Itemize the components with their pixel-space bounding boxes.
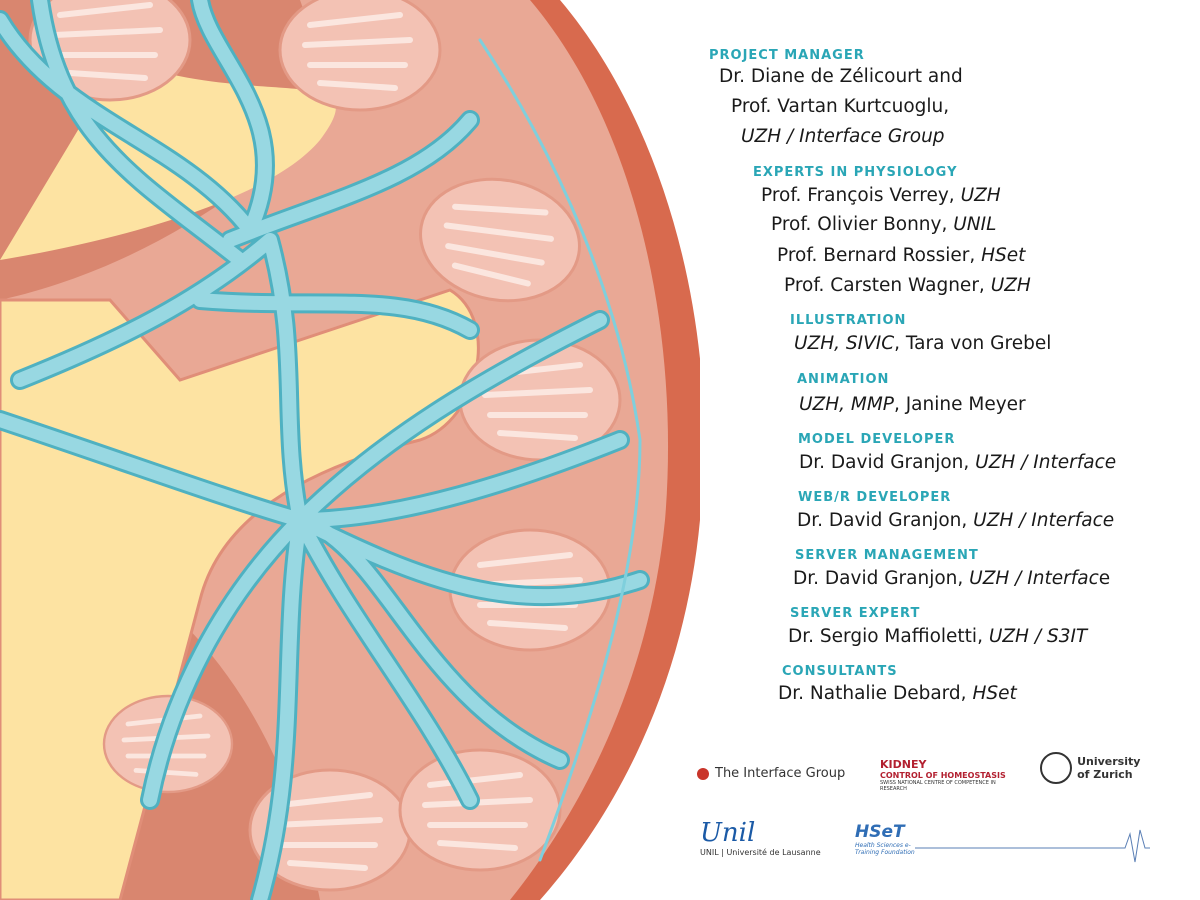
credit-text: UZH [990,275,1031,296]
logo-unil: Unil UNIL | Université de Lausanne [700,818,821,857]
credit-text: UZH / Interface [975,452,1117,473]
logo-text: Health Sciences e-Training Foundation [855,842,915,856]
credit-text: Dr. David Granjon, [799,452,976,473]
credit-text: UZH / S3IT [988,626,1088,647]
credit-text: , Tara von Grebel [894,333,1052,354]
credit-line: Dr. David Granjon, UZH / Interface [797,510,1114,531]
logo-text: University of Zurich [1077,755,1141,781]
logo-text: The Interface Group [715,766,846,781]
credit-text: Dr. David Granjon, [793,568,970,589]
logo-kidney: KIDNEY CONTROL OF HOMEOSTASIS SWISS NATI… [880,758,1006,792]
credit-line: Prof. Bernard Rossier, HSet [777,245,1025,266]
credit-text: UZH / Interfac [969,568,1099,589]
credit-line: UZH, MMP, Janine Meyer [799,394,1026,415]
credit-text: UZH [960,185,1001,206]
section-heading: SERVER MANAGEMENT [795,548,979,563]
credit-text: Dr. Nathalie Debard, [778,683,973,704]
credit-line: Prof. Vartan Kurtcuoglu, [731,96,949,117]
logo-text: KIDNEY [880,758,927,771]
credit-text: Prof. Vartan Kurtcuoglu, [731,96,950,117]
credit-line: UZH, SIVIC, Tara von Grebel [794,333,1051,354]
section-heading: PROJECT MANAGER [709,48,865,63]
logo-seal [1040,752,1072,784]
credit-line: Dr. David Granjon, UZH / Interface [793,568,1110,589]
logo-text: HSeT [855,822,905,842]
credit-line: UZH / Interface Group [741,126,945,147]
credit-text: UZH / Interface [973,510,1115,531]
section-heading: EXPERTS IN PHYSIOLOGY [753,165,958,180]
credit-text: HSet [981,245,1026,266]
credit-line: Prof. François Verrey, UZH [761,185,1001,206]
credit-text: UZH, MMP [799,394,894,415]
logo-text: CONTROL OF HOMEOSTASIS [880,771,1006,780]
credit-text: Dr. Diane de Zélicourt and [719,66,963,87]
credit-text: Prof. Olivier Bonny, [771,214,954,235]
logo-interface: The Interface Group [697,766,845,781]
logo-text: Unil [700,818,756,848]
credit-text: UZH, SIVIC [794,333,895,354]
credit-text: Prof. Carsten Wagner, [784,275,991,296]
credit-text: UNIL [953,214,997,235]
credit-text: Prof. Bernard Rossier, [777,245,982,266]
logo-text: UNIL | Université de Lausanne [700,848,821,857]
credit-text: UZH / Interface Group [741,126,945,147]
credit-line: Dr. Nathalie Debard, HSet [778,683,1017,704]
logo-uzh: University of Zurich [1040,752,1149,784]
credit-line: Prof. Carsten Wagner, UZH [784,275,1031,296]
credit-text: Dr. David Granjon, [797,510,974,531]
credit-text: e [1098,568,1111,589]
credit-line: Prof. Olivier Bonny, UNIL [771,214,996,235]
section-heading: ILLUSTRATION [790,313,907,328]
credit-line: Dr. David Granjon, UZH / Interface [799,452,1116,473]
section-heading: MODEL DEVELOPER [798,432,956,447]
credit-text: Prof. François Verrey, [761,185,961,206]
logo-icon [697,767,709,780]
section-heading: ANIMATION [797,372,890,387]
section-heading: CONSULTANTS [782,664,898,679]
credit-text: Dr. Sergio Maffioletti, [788,626,989,647]
section-heading: WEB/R DEVELOPER [798,490,952,505]
section-heading: SERVER EXPERT [790,606,921,621]
credit-line: Dr. Diane de Zélicourt and [719,66,963,87]
credit-text: , Janine Meyer [893,394,1026,415]
credit-line: Dr. Sergio Maffioletti, UZH / S3IT [788,626,1087,647]
logo-hset: HSeT Health Sciences e-Training Foundati… [855,822,915,856]
kidney-illustration [0,0,700,900]
heartbeat-line [915,829,1150,863]
logo-text: SWISS NATIONAL CENTRE OF COMPETENCE IN R… [880,780,996,792]
credit-text: HSet [972,683,1017,704]
